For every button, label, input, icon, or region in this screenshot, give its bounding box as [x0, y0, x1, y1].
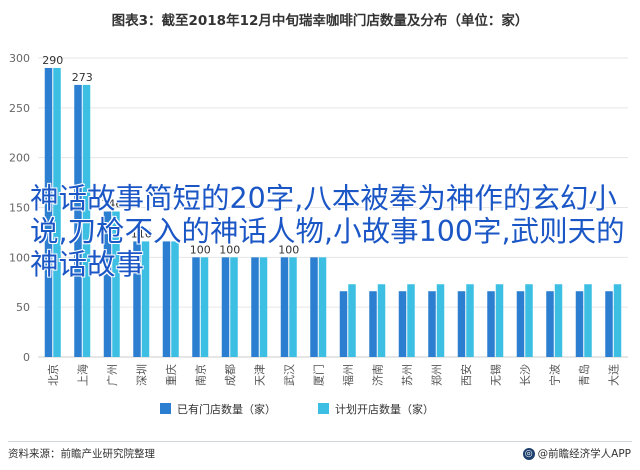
bar-existing-15 [487, 291, 495, 357]
legend-label-existing: 已有门店数量（家） [177, 402, 276, 416]
x-tick-label-6: 成都 [224, 364, 237, 386]
bar-existing-5 [192, 257, 200, 357]
y-tick-label-300: 300 [9, 52, 30, 65]
bar-existing-7 [251, 257, 259, 357]
bar-planned-7 [259, 257, 268, 357]
bar-existing-17 [546, 291, 554, 357]
x-tick-label-16: 长沙 [519, 364, 532, 386]
data-label-3: 116 [131, 227, 152, 240]
x-tick-label-7: 天津 [253, 364, 266, 386]
bar-existing-12 [398, 291, 407, 357]
bar-existing-14 [457, 291, 466, 357]
bar-planned-16 [525, 284, 533, 357]
x-tick-label-3: 深圳 [135, 364, 148, 386]
bar-planned-19 [613, 284, 622, 357]
bar-existing-0 [44, 67, 53, 357]
x-tick-label-1: 上海 [75, 364, 89, 386]
x-tick-label-0: 北京 [46, 364, 60, 386]
x-tick-label-9: 厦门 [311, 364, 325, 386]
bar-planned-2 [112, 211, 120, 357]
data-label-6: 100 [219, 243, 240, 256]
bar-existing-16 [516, 291, 525, 357]
data-label-5: 100 [190, 243, 211, 256]
y-tick-label-250: 250 [9, 102, 30, 115]
legend-swatch-existing [160, 403, 171, 414]
bar-existing-18 [575, 291, 584, 357]
legend: 已有门店数量（家） 计划开店数量（家） [160, 402, 434, 416]
bar-planned-10 [348, 284, 356, 357]
bar-planned-13 [436, 284, 445, 357]
bars [44, 67, 622, 357]
bar-planned-8 [289, 257, 297, 357]
bar-planned-12 [407, 284, 415, 357]
bar-existing-1 [74, 84, 82, 357]
bar-planned-17 [554, 284, 563, 357]
y-axis-ticks: 0 50 100 150 200 250 300 [9, 52, 30, 364]
bar-planned-0 [53, 67, 61, 357]
bar-planned-18 [584, 284, 592, 357]
x-tick-label-4: 重庆 [164, 364, 178, 386]
x-axis-ticks: 北京 上海 广州 深圳 重庆 南京 成都 天津 武汉 厦门 福州 济南 苏州 郑州 西安 无锡 长沙 宁波 青岛 大连 [46, 364, 621, 386]
x-tick-label-15: 无锡 [488, 364, 502, 386]
data-label-8: 100 [278, 243, 299, 256]
x-tick-label-8: 武汉 [283, 364, 296, 386]
bar-existing-3 [133, 241, 141, 357]
y-tick-label-100: 100 [9, 251, 30, 264]
data-label-0: 290 [42, 54, 63, 67]
brand-label: @前瞻经济学人APP [537, 448, 631, 460]
bar-planned-15 [495, 284, 504, 357]
data-label-1: 273 [72, 71, 93, 84]
x-tick-label-19: 大连 [606, 364, 620, 386]
bar-existing-19 [605, 291, 613, 357]
bar-existing-13 [428, 291, 436, 357]
x-tick-label-2: 广州 [106, 364, 119, 386]
x-tick-label-12: 苏州 [401, 364, 414, 386]
y-tick-label-150: 150 [9, 202, 30, 215]
bar-existing-8 [280, 257, 289, 357]
bar-planned-6 [230, 257, 238, 357]
x-tick-label-11: 济南 [370, 364, 384, 386]
chart-title: 图表3：截至2018年12月中旬瑞幸咖啡门店数量及分布（单位：家） [111, 13, 529, 29]
bar-planned-4 [171, 241, 179, 357]
bar-planned-11 [377, 284, 386, 357]
bar-planned-3 [141, 241, 150, 357]
footer-divider [8, 441, 632, 442]
x-tick-label-5: 南京 [193, 364, 207, 386]
x-tick-label-18: 青岛 [577, 364, 591, 386]
x-tick-label-10: 福州 [341, 364, 355, 386]
x-tick-label-14: 西安 [459, 364, 473, 386]
bar-planned-9 [318, 257, 327, 357]
overlay-text: 神话故事简短的20字,八本被奉为神作的玄幻小说,刀枪不入的神话人物,小故事100… [30, 182, 625, 281]
bar-existing-2 [103, 211, 112, 357]
bar-existing-6 [221, 257, 230, 357]
x-tick-label-13: 郑州 [429, 364, 443, 386]
brand-logo-icon: ◎ [522, 447, 535, 460]
y-tick-label-0: 0 [23, 351, 30, 364]
bar-planned-14 [466, 284, 474, 357]
y-tick-label-50: 50 [16, 301, 30, 314]
data-labels: 290 273 146 116 100 100 100 [42, 54, 299, 256]
bar-existing-10 [339, 291, 348, 357]
bar-existing-11 [369, 291, 377, 357]
x-tick-label-17: 宁波 [547, 364, 561, 386]
legend-label-planned: 计划开店数量（家） [335, 402, 434, 416]
legend-swatch-planned [318, 403, 329, 414]
y-tick-label-200: 200 [9, 152, 30, 165]
bar-existing-4 [162, 241, 171, 357]
brand-credit: ◎ @前瞻经济学人APP [522, 446, 631, 461]
source-note: 资料来源：前瞻产业研究院整理 [8, 448, 155, 460]
bar-existing-9 [310, 257, 318, 357]
bar-planned-1 [82, 84, 91, 357]
bar-planned-5 [200, 257, 209, 357]
data-label-2: 146 [101, 197, 122, 210]
